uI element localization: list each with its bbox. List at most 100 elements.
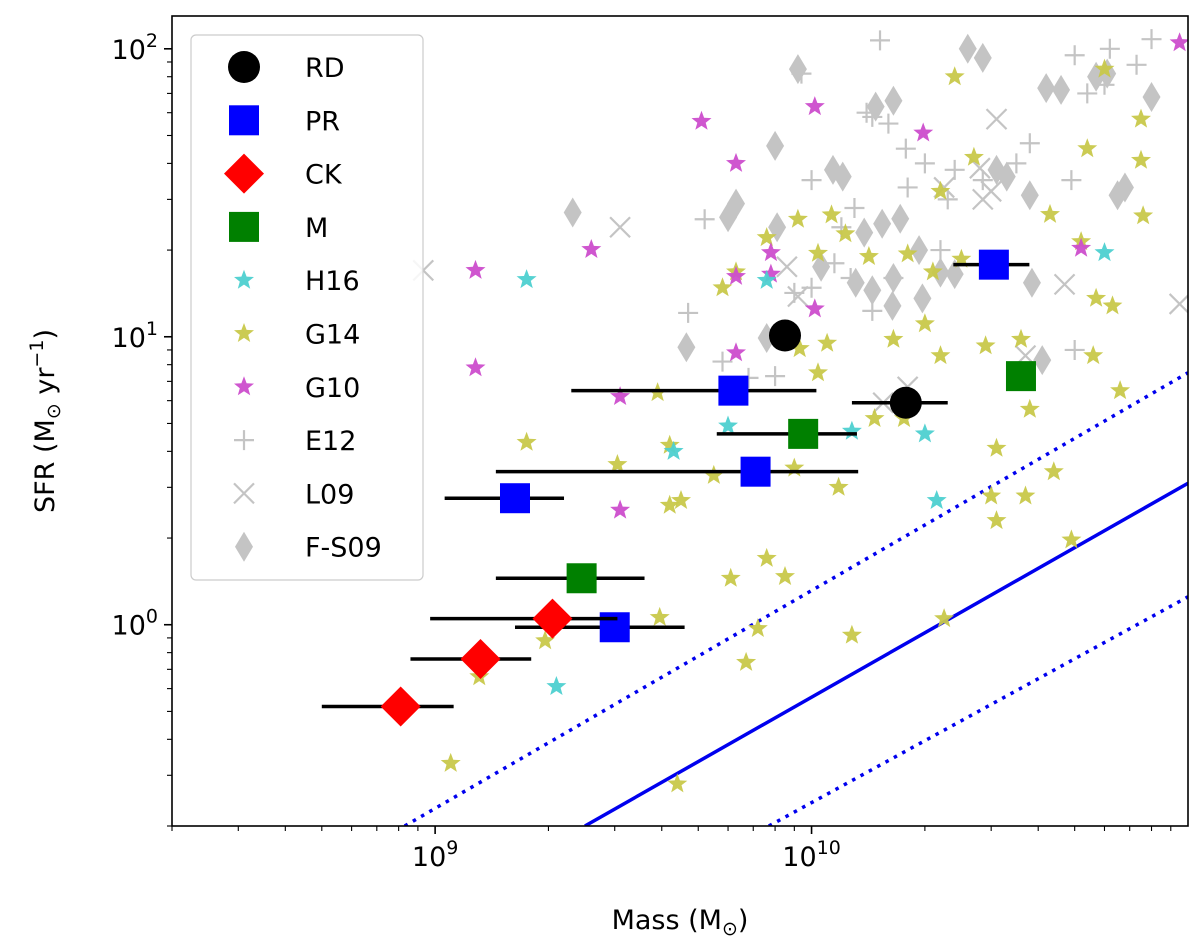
- point-g10: [761, 263, 781, 283]
- y-axis-title-superscript: −1: [26, 340, 48, 368]
- point-e12: [944, 159, 965, 180]
- point-e12: [883, 267, 904, 288]
- point-f-s09: [945, 259, 964, 290]
- point-g14: [883, 328, 904, 348]
- point-f-s09: [1115, 172, 1134, 203]
- point-e12: [678, 302, 699, 323]
- point-g10: [610, 499, 631, 519]
- point-e12: [878, 113, 899, 134]
- series-e12: [678, 29, 1162, 388]
- point-g14: [720, 567, 741, 587]
- legend-item-ck: CK: [224, 153, 343, 194]
- point-g10: [465, 259, 486, 279]
- point-f-s09: [873, 208, 892, 239]
- point-g14: [703, 464, 724, 484]
- legend-label: CK: [305, 160, 343, 191]
- point-e12: [914, 153, 935, 174]
- point-g10: [1169, 32, 1188, 52]
- point-g10: [726, 152, 746, 172]
- point-g14: [858, 246, 879, 265]
- point-g14: [964, 146, 984, 166]
- point-h16: [1094, 242, 1115, 262]
- point-g14: [1086, 287, 1107, 307]
- point-g14: [535, 630, 556, 650]
- point-g14: [1061, 529, 1082, 549]
- legend-marker-h16: [234, 269, 254, 289]
- legend-item-l09: L09: [233, 479, 354, 510]
- legend-item-rd: RD: [228, 51, 345, 84]
- legend-item-pr: PR: [229, 105, 340, 137]
- point-g14: [930, 180, 951, 200]
- y-tick-exponent: 0: [146, 606, 158, 628]
- x-tick-exponent: 10: [817, 837, 841, 859]
- legend-item-f-s09: F-S09: [235, 531, 382, 564]
- point-e12: [844, 198, 865, 219]
- point-g14: [1083, 345, 1104, 365]
- x-axis-title-subscript: ⊙: [722, 918, 738, 940]
- legend-item-e12: E12: [234, 426, 356, 457]
- legend-item-g10: G10: [234, 373, 360, 404]
- y-axis-title: SFR (M⊙ yr−1): [26, 329, 65, 513]
- point-g14: [835, 223, 856, 243]
- point-l09: [1168, 293, 1188, 315]
- point-e12: [1006, 153, 1027, 174]
- point-g14: [1011, 328, 1031, 348]
- point-g10: [610, 386, 631, 405]
- point-g14: [756, 547, 777, 567]
- point-f-s09: [855, 217, 874, 248]
- point-e12: [937, 189, 958, 210]
- point-g14: [1040, 203, 1060, 223]
- point-e12: [801, 277, 822, 298]
- point-f-s09: [766, 130, 785, 161]
- point-f-s09: [910, 235, 929, 266]
- legend-marker-g14: [234, 323, 254, 342]
- point-g14: [934, 608, 955, 628]
- legend-label: G14: [305, 320, 360, 351]
- series-m: [495, 361, 1036, 594]
- point-l09: [776, 256, 798, 278]
- legend-marker-m: [229, 211, 259, 242]
- point-e12: [1094, 74, 1115, 95]
- point-g14: [667, 773, 688, 793]
- point-g14: [1102, 295, 1123, 315]
- point-g14: [986, 437, 1007, 457]
- point-g14: [1110, 380, 1131, 400]
- series-h16: [516, 242, 1115, 695]
- point-g14: [930, 345, 951, 365]
- point-g14: [1043, 461, 1064, 481]
- point-g14: [914, 313, 935, 333]
- point-e12: [712, 351, 733, 372]
- series-rd: [768, 319, 948, 419]
- data-points: [321, 29, 1188, 793]
- point-g14: [649, 606, 670, 626]
- y-tick-exponent: 2: [146, 30, 158, 52]
- legend-marker-pr: [229, 105, 259, 136]
- point-e12: [784, 282, 805, 303]
- point-h16: [756, 269, 777, 289]
- point-e12: [870, 30, 891, 51]
- point-l09: [1053, 273, 1076, 296]
- point-e12: [791, 63, 812, 84]
- reference-lines: [403, 371, 1188, 826]
- point-h16: [914, 423, 935, 443]
- y-axis-title-subscript: ⊙: [43, 403, 65, 419]
- y-tick-label: 100: [112, 606, 158, 642]
- point-g14: [736, 651, 757, 671]
- point-e12: [930, 240, 951, 261]
- point-g10: [581, 239, 602, 258]
- legend-marker-rd: [228, 51, 260, 83]
- point-g14: [671, 490, 691, 509]
- point-f-s09: [812, 251, 831, 282]
- point-h16: [926, 490, 947, 509]
- point-f-s09: [677, 332, 696, 363]
- legend-label: E12: [305, 426, 356, 457]
- point-l09: [609, 216, 631, 239]
- legend-label: RD: [305, 53, 345, 84]
- point-pr: [740, 456, 771, 487]
- point-f-s09: [884, 85, 903, 116]
- point-g14: [864, 408, 885, 427]
- point-g14: [775, 566, 795, 585]
- x-axis-title: Mass (M⊙): [612, 905, 749, 940]
- legend-marker-ck: [224, 153, 264, 194]
- point-g10: [804, 298, 825, 318]
